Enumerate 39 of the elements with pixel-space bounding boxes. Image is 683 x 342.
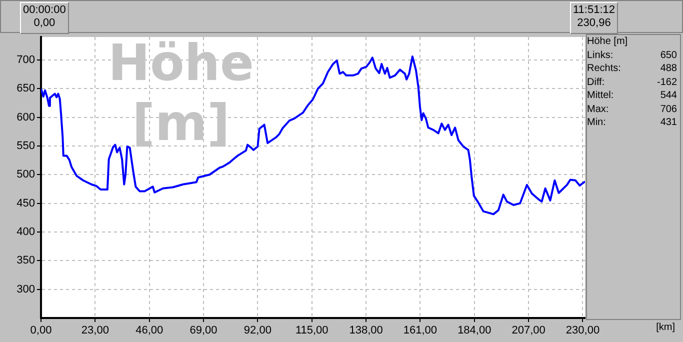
x-tick-label: 23,00 <box>81 324 109 337</box>
text: 544 <box>660 89 677 102</box>
y-axis-title: Höhe [m] <box>108 34 254 152</box>
x-tick-label: 92,00 <box>244 324 272 337</box>
text: [km] <box>656 322 675 333</box>
text: 706 <box>660 102 677 116</box>
text: Rechts: <box>587 62 621 76</box>
y-tick-label: 450 <box>16 197 35 210</box>
y-tick-label: 500 <box>16 168 35 181</box>
text: Min: <box>587 116 606 130</box>
text: 488 <box>660 62 677 76</box>
x-tick-label: 207,00 <box>512 324 546 337</box>
x-tick-label: 161,00 <box>403 324 438 337</box>
x-tick-label: 0,00 <box>30 324 52 337</box>
text: 00:00:00 <box>23 4 66 16</box>
text: 11:51:12 <box>573 4 616 16</box>
text: Höhe [m] <box>587 35 629 48</box>
text: -162 <box>656 76 677 89</box>
x-tick-label: 69,00 <box>190 324 218 337</box>
x-tick-label: 230,00 <box>566 324 600 337</box>
text: 431 <box>660 116 677 130</box>
y-tick-label: 650 <box>16 82 35 95</box>
text: Links: <box>587 48 614 62</box>
text: Mittel: <box>587 89 614 102</box>
x-tick-label: 46,00 <box>136 324 164 337</box>
x-tick-label: 115,00 <box>295 324 328 337</box>
text: 650 <box>660 48 677 62</box>
text: 230,96 <box>577 17 611 29</box>
y-tick-label: 400 <box>16 226 35 238</box>
y-tick-label: 300 <box>16 283 35 296</box>
y-tick-label: 700 <box>16 54 35 66</box>
text: Max: <box>587 102 609 116</box>
text: 0,00 <box>34 17 56 29</box>
x-tick-label: 138,00 <box>349 324 383 337</box>
y-tick-label: 350 <box>16 254 35 267</box>
text: Diff: <box>587 76 605 89</box>
x-tick-label: 184,00 <box>458 324 492 337</box>
y-tick-label: 600 <box>16 111 35 124</box>
y-tick-label: 550 <box>16 140 35 152</box>
